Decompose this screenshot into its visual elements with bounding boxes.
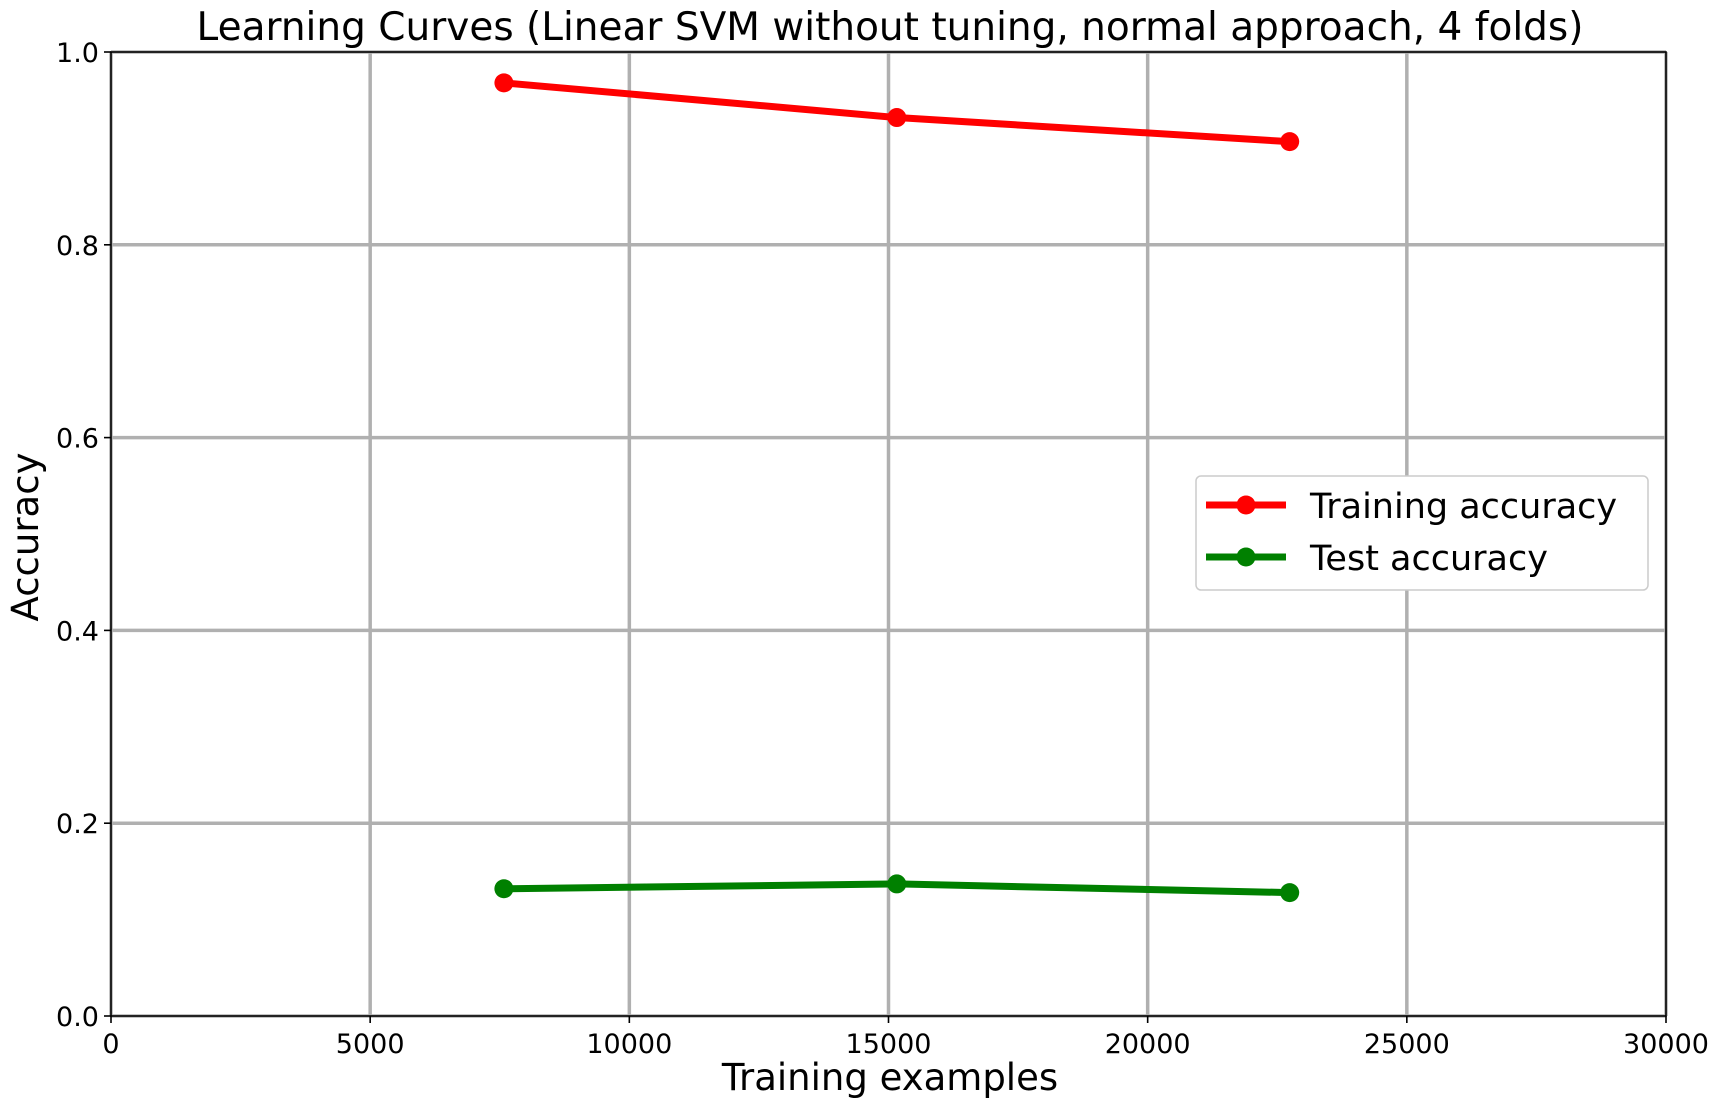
x-tick-label: 30000 (1623, 1029, 1709, 1060)
series-1-point (1280, 883, 1300, 903)
series-0-point (1280, 132, 1300, 152)
x-tick-label: 25000 (1364, 1029, 1450, 1060)
y-tick-label: 1.0 (56, 38, 99, 69)
legend-marker-test (1236, 547, 1256, 567)
y-tick-label: 0.4 (56, 616, 99, 647)
legend: Training accuracy Test accuracy (1195, 475, 1649, 591)
axis-ticks: 0 5000 10000 15000 20000 25000 30000 0.0 0.2 0.4 0… (56, 38, 1709, 1060)
y-tick-label: 0.0 (56, 1002, 99, 1033)
legend-label-training: Training accuracy (1309, 487, 1617, 527)
chart-title: Learning Curves (Linear SVM without tuni… (197, 5, 1584, 50)
y-tick-label: 0.2 (56, 809, 99, 840)
x-tick-label: 10000 (586, 1029, 672, 1060)
x-tick-label: 20000 (1105, 1029, 1191, 1060)
x-tick-label: 0 (102, 1029, 119, 1060)
legend-box (1195, 475, 1649, 591)
legend-label-test: Test accuracy (1309, 539, 1548, 579)
x-tick-label: 5000 (336, 1029, 405, 1060)
series-1-point (887, 874, 907, 894)
series-0-point (887, 108, 907, 128)
series-1-point (494, 879, 514, 899)
x-axis-label: Training examples (721, 1056, 1058, 1099)
y-tick-label: 0.8 (56, 231, 99, 262)
series-0-point (494, 73, 514, 93)
y-axis-label: Accuracy (4, 453, 47, 622)
x-tick-label: 15000 (846, 1029, 932, 1060)
series (494, 73, 1300, 903)
y-tick-label: 0.6 (56, 424, 99, 455)
legend-marker-training (1236, 495, 1256, 515)
